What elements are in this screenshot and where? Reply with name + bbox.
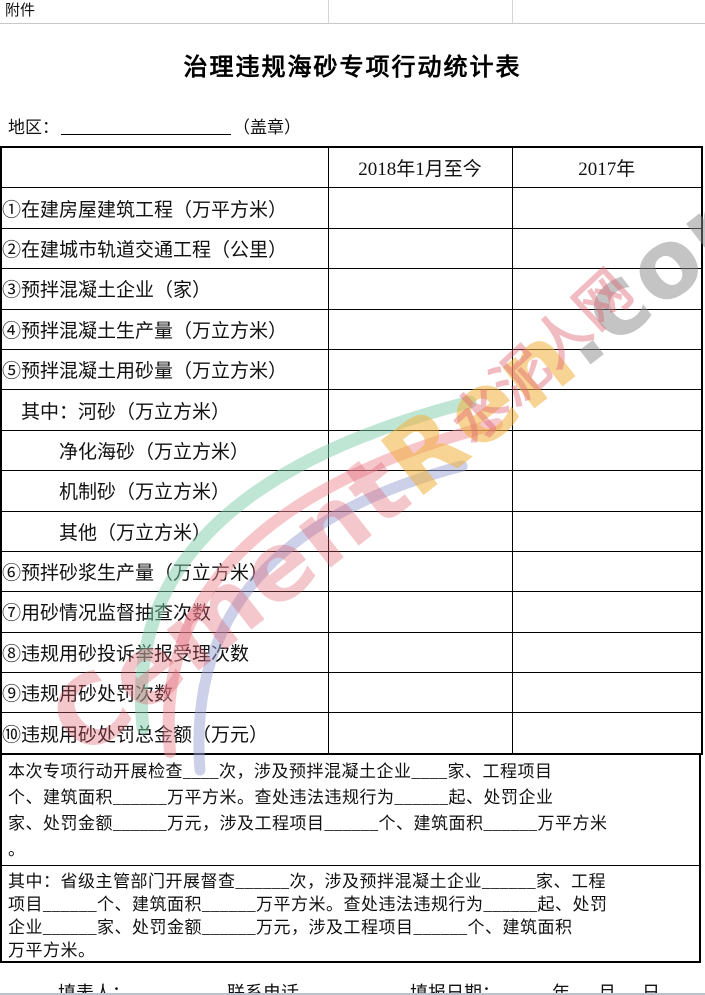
row-label: ②在建城市轨道交通工程（公里） — [0, 227, 329, 270]
value-cell-2018 — [327, 429, 513, 472]
year-label: 年 — [552, 982, 570, 995]
table-row: ③预拌混凝土企业（家） — [0, 268, 703, 310]
table-row: ⑨违规用砂处罚次数 — [0, 672, 703, 714]
seal-label: （盖章） — [233, 118, 301, 137]
page-bottom-edge — [0, 993, 705, 995]
phone-label: 联系电话 — [227, 982, 299, 995]
value-cell-2017 — [511, 712, 703, 755]
value-cell-2017 — [511, 187, 703, 229]
row-label: ⑨违规用砂处罚次数 — [0, 672, 329, 714]
value-cell-2018 — [327, 631, 513, 674]
value-cell-2017 — [511, 429, 703, 472]
footer-row: 填表人： 联系电话 填报日期： 年 月 日 — [0, 963, 705, 995]
table-row: ⑤预拌混凝土用砂量（万立方米） — [0, 348, 703, 391]
value-cell-2017 — [511, 348, 703, 391]
value-cell-2017 — [511, 470, 703, 512]
gridline-vertical — [512, 0, 513, 23]
value-cell-2018 — [327, 348, 513, 391]
value-cell-2017 — [511, 227, 703, 270]
day-label: 日 — [642, 982, 660, 995]
table-row: ⑦用砂情况监督抽查次数 — [0, 591, 703, 633]
value-cell-2018 — [327, 550, 513, 593]
value-cell-2017 — [511, 672, 703, 714]
value-cell-2017 — [511, 268, 703, 310]
value-cell-2018 — [327, 187, 513, 229]
row-label: ⑥预拌砂浆生产量（万立方米） — [0, 550, 329, 593]
row-label: 机制砂（万立方米） — [0, 470, 329, 512]
attachment-bar: 附件 — [0, 0, 705, 24]
table-row: ①在建房屋建筑工程（万平方米） — [0, 187, 703, 229]
value-cell-2018 — [327, 672, 513, 714]
table-row: 机制砂（万立方米） — [0, 470, 703, 512]
header-2018: 2018年1月至今 — [327, 146, 513, 189]
region-label: 地区： — [8, 118, 59, 137]
value-cell-2017 — [511, 591, 703, 633]
summary-paragraph-provincial: 其中：省级主管部门开展督查______次，涉及预拌混凝土企业______家、工程… — [0, 865, 701, 963]
row-label: ④预拌混凝土生产量（万立方米） — [0, 308, 329, 350]
value-cell-2017 — [511, 510, 703, 552]
date-label: 填报日期： — [410, 982, 500, 995]
table-row: ⑩违规用砂处罚总金额（万元） — [0, 712, 703, 755]
table-row: ⑥预拌砂浆生产量（万立方米） — [0, 550, 703, 593]
table-body: ①在建房屋建筑工程（万平方米） ②在建城市轨道交通工程（公里） ③预拌混凝土企业… — [0, 187, 703, 755]
row-label: ⑤预拌混凝土用砂量（万立方米） — [0, 348, 329, 391]
header-2017: 2017年 — [511, 146, 703, 189]
page-title: 治理违规海砂专项行动统计表 — [183, 55, 522, 81]
value-cell-2018 — [327, 712, 513, 755]
month-label: 月 — [598, 982, 616, 995]
value-cell-2018 — [327, 510, 513, 552]
value-cell-2018 — [327, 591, 513, 633]
row-label: 其中：河砂（万立方米） — [0, 389, 329, 431]
value-cell-2017 — [511, 631, 703, 674]
row-label: ⑦用砂情况监督抽查次数 — [0, 591, 329, 633]
attachment-label: 附件 — [5, 3, 36, 19]
row-label: ③预拌混凝土企业（家） — [0, 268, 329, 310]
statistics-table: 2018年1月至今 2017年 ①在建房屋建筑工程（万平方米） ②在建城市轨道交… — [0, 146, 703, 755]
value-cell-2018 — [327, 389, 513, 431]
value-cell-2018 — [327, 470, 513, 512]
table-row: ④预拌混凝土生产量（万立方米） — [0, 308, 703, 350]
value-cell-2017 — [511, 389, 703, 431]
region-row: 地区： （盖章） — [0, 105, 705, 146]
summary-paragraph-overall: 本次专项行动开展检查____次，涉及预拌混凝土企业____家、工程项目 个、建筑… — [0, 754, 701, 866]
table-header-row: 2018年1月至今 2017年 — [0, 146, 703, 189]
value-cell-2017 — [511, 550, 703, 593]
table-row: 其他（万立方米） — [0, 510, 703, 552]
value-cell-2018 — [327, 268, 513, 310]
table-row: 其中：河砂（万立方米） — [0, 389, 703, 431]
row-label: ①在建房屋建筑工程（万平方米） — [0, 187, 329, 229]
row-label: 其他（万立方米） — [0, 510, 329, 552]
table-row: ②在建城市轨道交通工程（公里） — [0, 227, 703, 270]
row-label: 净化海砂（万立方米） — [0, 429, 329, 472]
value-cell-2017 — [511, 308, 703, 350]
region-blank-line — [61, 117, 231, 135]
gridline-vertical — [328, 0, 329, 23]
preparer-label: 填表人： — [58, 982, 130, 995]
row-label: ⑩违规用砂处罚总金额（万元） — [0, 712, 329, 755]
table-row: ⑧违规用砂投诉举报受理次数 — [0, 631, 703, 674]
value-cell-2018 — [327, 308, 513, 350]
table-row: 净化海砂（万立方米） — [0, 429, 703, 472]
title-area: 治理违规海砂专项行动统计表 — [0, 24, 705, 105]
header-indicator — [0, 146, 329, 189]
row-label: ⑧违规用砂投诉举报受理次数 — [0, 631, 329, 674]
value-cell-2018 — [327, 227, 513, 270]
